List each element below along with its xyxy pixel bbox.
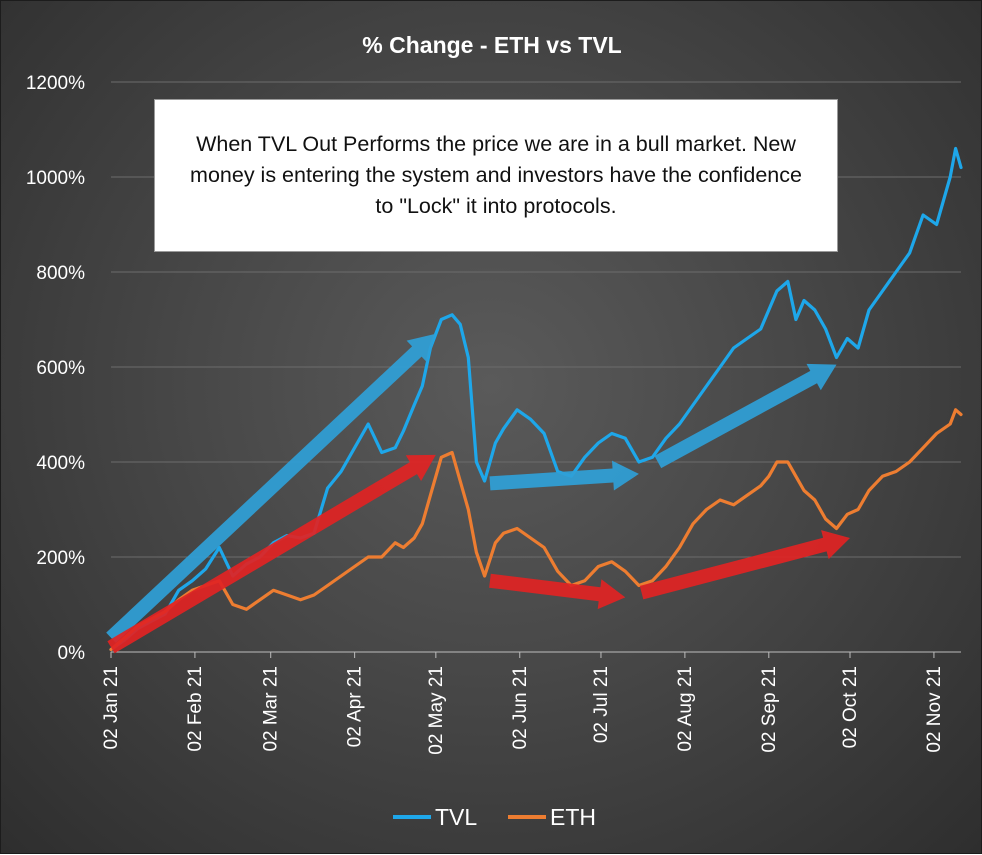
y-tick-label: 0% (58, 643, 86, 664)
eth-decline-arrow (489, 573, 626, 610)
y-tick-label: 200% (36, 548, 85, 569)
y-tick-label: 600% (36, 358, 85, 379)
legend-label-eth: ETH (550, 804, 596, 830)
y-tick-label: 400% (36, 453, 85, 474)
x-tick-label: 02 Jan 21 (101, 666, 122, 749)
x-tick-label: 02 Feb 21 (185, 666, 206, 752)
legend: TVL ETH (393, 804, 596, 830)
x-tick-label: 02 Nov 21 (924, 666, 945, 753)
x-tick-label: 02 Sep 21 (759, 666, 780, 753)
x-axis (110, 651, 961, 658)
y-tick-label: 800% (36, 263, 85, 284)
tvl-rise-arrow (106, 333, 436, 643)
tick-labels: 0% 200% 400% 600% 800% 1000% 1200% 02 Jan 21 02 … (26, 73, 945, 755)
x-tick-label: 02 May 21 (426, 666, 447, 755)
x-tick-label: 02 Apr 21 (345, 666, 366, 747)
eth-rise-arrow (107, 454, 436, 654)
x-tick-label: 02 Mar 21 (261, 666, 282, 752)
eth-recovery-arrow (639, 530, 850, 600)
tvl-recovery-arrow (654, 363, 837, 469)
legend-label-tvl: TVL (435, 804, 477, 830)
x-tick-label: 02 Jul 21 (591, 666, 612, 743)
x-tick-label: 02 Jun 21 (510, 666, 531, 749)
x-tick-label: 02 Oct 21 (840, 666, 861, 748)
y-tick-label: 1200% (26, 73, 85, 94)
x-tick-label: 02 Aug 21 (675, 666, 696, 752)
annotation-arrows (106, 333, 850, 654)
annotation-text: When TVL Out Performs the price we are i… (190, 132, 802, 218)
tvl-flat-arrow (489, 460, 639, 491)
series-line-eth (109, 408, 963, 652)
annotation-box: When TVL Out Performs the price we are i… (154, 99, 838, 252)
y-tick-label: 1000% (26, 168, 85, 189)
chart-title: % Change - ETH vs TVL (362, 32, 621, 58)
